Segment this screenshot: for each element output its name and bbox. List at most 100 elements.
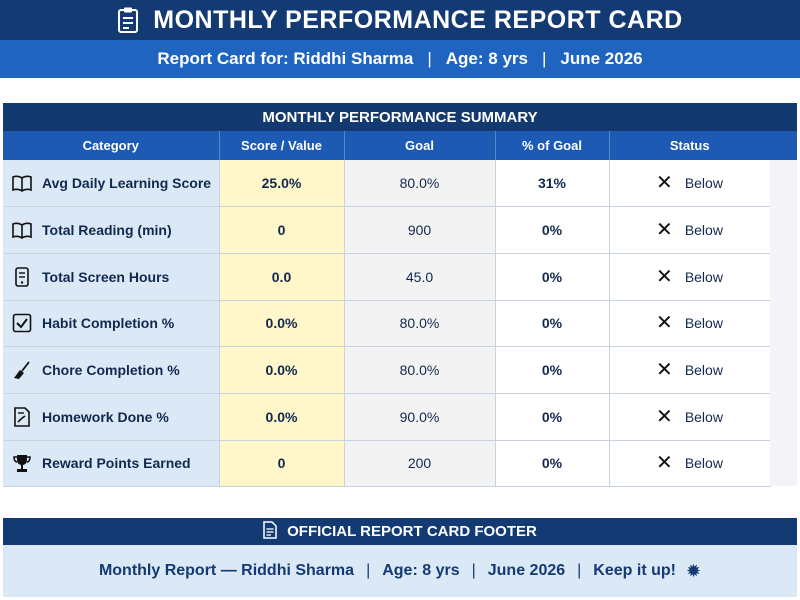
separator: | [427,49,432,68]
x-mark-icon: ✕ [656,312,673,335]
separator: | [577,562,582,579]
title-bar: MONTHLY PERFORMANCE REPORT CARD [0,0,800,40]
checkbox-icon [12,313,32,333]
homework-icon [12,406,32,427]
footer-age: Age: 8 yrs [382,562,460,579]
status-cell: ✕ Below [609,300,771,348]
broom-icon [12,360,32,380]
status-label: Below [684,222,723,239]
x-mark-icon: ✕ [656,172,673,195]
report-subtitle: Report Card for: Riddhi Sharma | Age: 8 … [0,40,800,78]
category-label: Habit Completion % [42,315,175,332]
score-cell: 0.0 [219,253,345,301]
table-row: Homework Done % 0.0% 90.0% 0% ✕ Below [3,393,771,441]
pct-of-goal-cell: 31% [495,160,610,208]
category-label: Total Screen Hours [42,268,170,285]
pct-of-goal-cell: 0% [495,346,610,394]
table-row: Total Reading (min) 0 900 0% ✕ Below [3,206,771,254]
status-label: Below [684,268,723,285]
student-name: Report Card for: Riddhi Sharma [157,49,414,68]
goal-cell: 900 [344,206,496,254]
category-cell: Chore Completion % [3,346,220,394]
goal-cell: 90.0% [344,393,496,441]
table-row: Total Screen Hours 0.0 45.0 0% ✕ Below [3,253,771,301]
category-cell: Total Screen Hours [3,253,220,301]
column-header-goal: Goal [344,131,496,160]
column-header-score: Score / Value [219,131,345,160]
status-label: Below [684,455,723,472]
trophy-icon [12,453,32,473]
x-mark-icon: ✕ [656,452,673,475]
document-icon [263,520,277,543]
student-age: Age: 8 yrs [445,49,528,68]
status-cell: ✕ Below [609,206,771,254]
status-cell: ✕ Below [609,440,771,488]
x-mark-icon: ✕ [656,219,673,242]
pct-of-goal-cell: 0% [495,440,610,488]
footer-title-bar: OFFICIAL REPORT CARD FOOTER [3,518,797,545]
open-book-icon [12,173,32,193]
pct-of-goal-cell: 0% [495,206,610,254]
status-label: Below [684,408,723,425]
column-header-status: Status [609,131,770,160]
category-label: Total Reading (min) [42,222,172,239]
column-header-category: Category [3,131,220,160]
footer-title: OFFICIAL REPORT CARD FOOTER [287,523,537,540]
pct-of-goal-cell: 0% [495,253,610,301]
summary-title: MONTHLY PERFORMANCE SUMMARY [3,103,797,131]
category-label: Avg Daily Learning Score [42,175,212,192]
status-cell: ✕ Below [609,160,771,208]
x-mark-icon: ✕ [656,265,673,288]
score-cell: 25.0% [219,160,345,208]
gear-icon: ✹ [685,560,702,581]
status-label: Below [684,175,723,192]
separator: | [541,49,547,68]
score-cell: 0 [219,440,345,488]
category-label: Reward Points Earned [42,455,191,472]
category-label: Chore Completion % [42,362,180,379]
clipboard-icon [117,6,139,34]
performance-table: Category Score / Value Goal % of Goal St… [3,131,771,488]
goal-cell: 80.0% [344,300,496,348]
category-cell: Avg Daily Learning Score [3,160,220,208]
goal-cell: 200 [344,440,496,488]
category-cell: Reward Points Earned [3,440,220,488]
goal-cell: 80.0% [344,160,496,208]
category-cell: Homework Done % [3,393,220,441]
score-cell: 0.0% [219,300,345,348]
status-label: Below [684,315,723,332]
footer-summary: Monthly Report — Riddhi Sharma | Age: 8 … [3,545,797,597]
goal-cell: 80.0% [344,346,496,394]
column-header-pct-of-goal: % of Goal [495,131,610,160]
category-cell: Habit Completion % [3,300,220,348]
separator: | [366,562,371,579]
score-cell: 0.0% [219,393,345,441]
table-row: Reward Points Earned 0 200 0% ✕ Below [3,440,771,488]
table-row: Chore Completion % 0.0% 80.0% 0% ✕ Below [3,346,771,394]
category-label: Homework Done % [42,408,169,425]
score-cell: 0 [219,206,345,254]
x-mark-icon: ✕ [656,405,673,428]
scroll-track[interactable] [770,160,797,486]
page-title: MONTHLY PERFORMANCE REPORT CARD [153,5,683,34]
table-row: Avg Daily Learning Score 25.0% 80.0% 31%… [3,160,771,208]
footer-encouragement: Keep it up! [593,562,676,579]
footer-report-name: Monthly Report — Riddhi Sharma [98,562,355,579]
x-mark-icon: ✕ [656,359,673,382]
status-label: Below [684,362,723,379]
status-cell: ✕ Below [609,253,771,301]
report-period: June 2026 [560,49,643,68]
pct-of-goal-cell: 0% [495,393,610,441]
table-header-row: Category Score / Value Goal % of Goal St… [3,131,770,160]
footer-period: June 2026 [487,562,566,579]
score-cell: 0.0% [219,346,345,394]
pct-of-goal-cell: 0% [495,300,610,348]
goal-cell: 45.0 [344,253,496,301]
status-cell: ✕ Below [609,393,771,441]
phone-icon [12,266,32,287]
separator: | [471,562,476,579]
category-cell: Total Reading (min) [3,206,220,254]
table-row: Habit Completion % 0.0% 80.0% 0% ✕ Below [3,300,771,348]
table-scroll-strip[interactable] [770,131,797,486]
book-icon [12,220,32,240]
